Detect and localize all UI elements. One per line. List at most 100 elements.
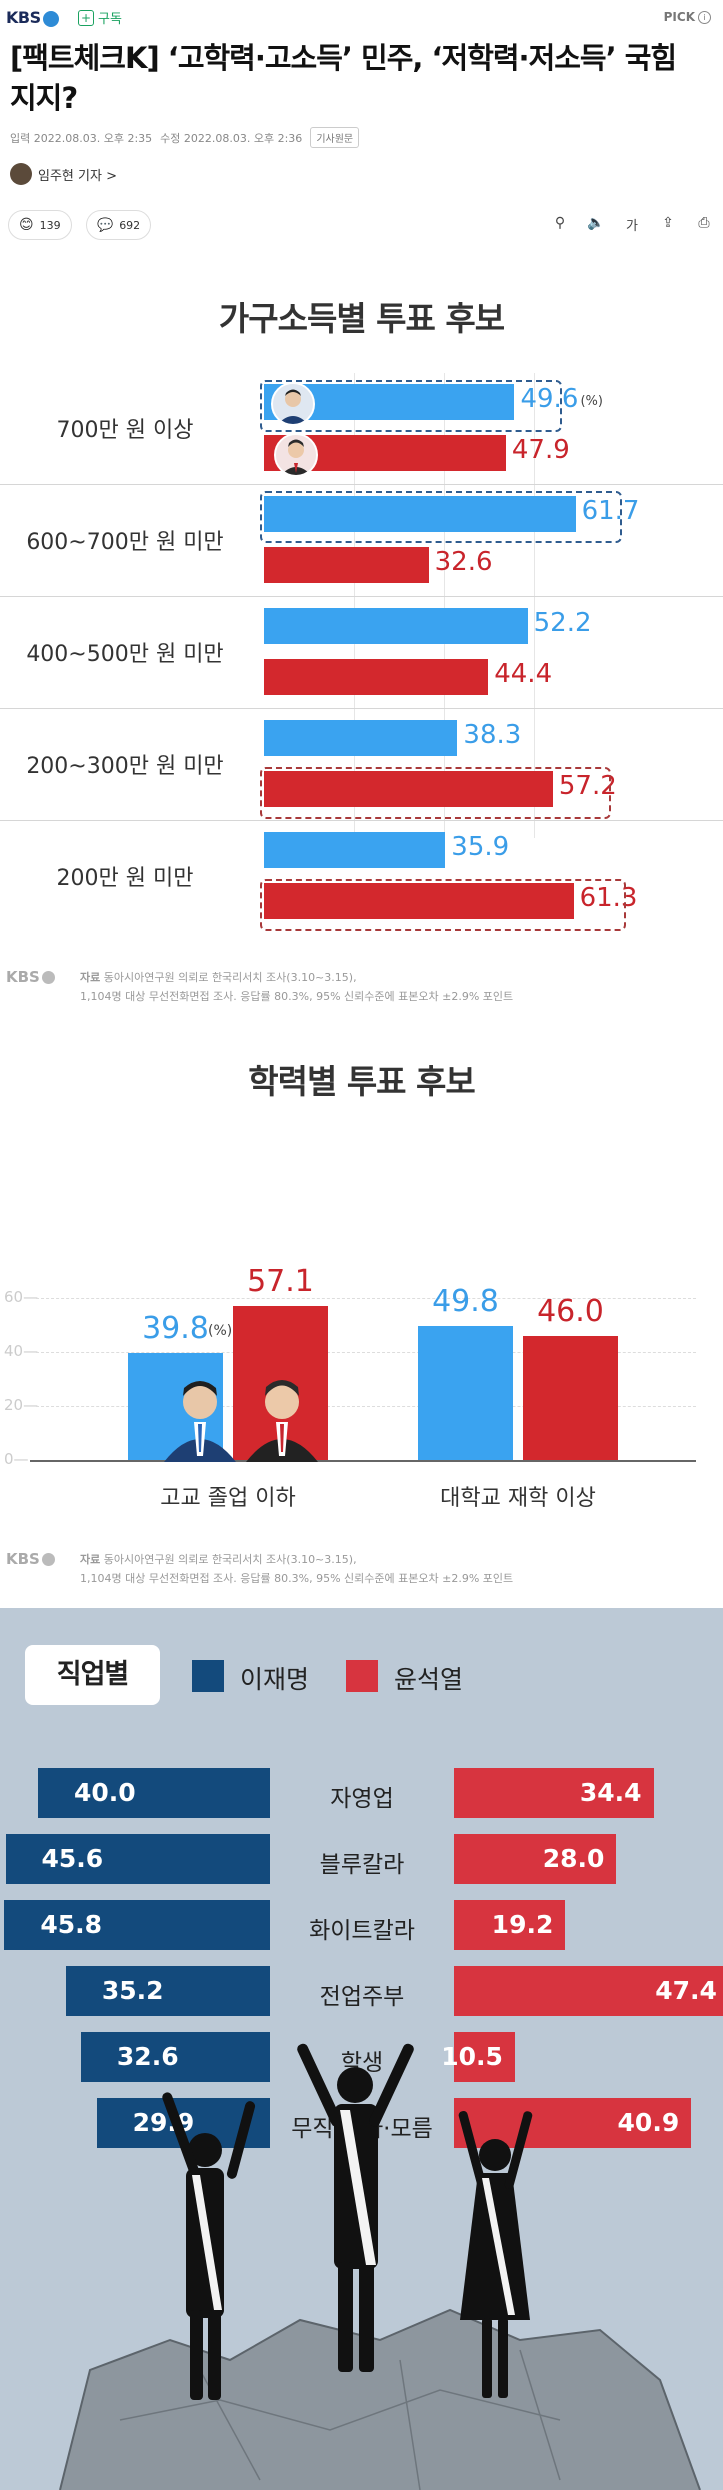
- category-label: 자영업: [330, 1786, 394, 1812]
- bar-yoon: [454, 2032, 515, 2082]
- candidate-lee-photo: [160, 1372, 240, 1462]
- row-divider: [0, 708, 723, 709]
- speaker-icon[interactable]: 🔈: [587, 215, 605, 231]
- reaction-emoji-icon: 😊: [19, 217, 34, 233]
- bar-yoon: [523, 1335, 618, 1460]
- value-label-yoon: 34.4: [579, 1778, 642, 1807]
- bar-lee: [65, 1966, 270, 2016]
- y-tick-label: 40—: [4, 1342, 39, 1360]
- category-label: 700만 원 이상: [56, 418, 194, 443]
- candidate-yoon-photo: [274, 433, 318, 477]
- bar-lee: [4, 1900, 270, 1950]
- kbs-logo[interactable]: KBS: [6, 8, 59, 27]
- bar-lee: [264, 832, 446, 868]
- bar-yoon: [454, 1966, 723, 2016]
- category-label: 대학교 재학 이상: [440, 1486, 596, 1511]
- reporter-link[interactable]: 임주현 기자 >: [10, 163, 117, 185]
- legend-label-lee: 이재명: [240, 1665, 310, 1694]
- value-label-yoon: 28.0: [542, 1844, 605, 1873]
- row-divider: [0, 596, 723, 597]
- kbs-logo-dot-icon: [42, 10, 59, 27]
- value-label-yoon: 10.5: [441, 2042, 503, 2071]
- bar-yoon: [454, 1834, 617, 1884]
- value-label-yoon: 57.1: [247, 1263, 314, 1299]
- value-label-lee: 61.7: [581, 496, 640, 526]
- grid-line: [36, 1406, 696, 1407]
- candidate-lee-photo: [271, 382, 315, 426]
- row-divider: [0, 820, 723, 821]
- category-label: 200~300만 원 미만: [26, 754, 224, 779]
- share-icon[interactable]: ⇪: [662, 215, 674, 231]
- income-chart-source: 자료 동아시아연구원 의뢰로 한국리서치 조사(3.10~3.15), 1,10…: [80, 968, 513, 1006]
- unit-label: (%): [580, 394, 603, 409]
- value-label-lee: 40.0: [74, 1778, 136, 1807]
- candidate-yoon-photo: [242, 1372, 322, 1462]
- value-label-lee: 35.2: [101, 1976, 164, 2005]
- comment-button[interactable]: 💬 692: [86, 210, 152, 240]
- original-article-link[interactable]: 기사원문: [310, 127, 360, 148]
- y-tick-label: 20—: [4, 1396, 39, 1414]
- value-label-yoon: 32.6: [434, 547, 493, 577]
- bar-lee: [264, 496, 576, 532]
- source-label: 자료: [80, 971, 101, 984]
- value-label-yoon: 40.9: [617, 2108, 680, 2137]
- bar-lee: [418, 1325, 513, 1460]
- bar-lee: [38, 1768, 270, 1818]
- reaction-button[interactable]: 😊 139: [8, 210, 72, 240]
- summary-bot-icon[interactable]: ⚲: [554, 215, 566, 231]
- category-label: 200만 원 미만: [56, 866, 194, 891]
- legend-label-yoon: 윤석열: [394, 1665, 464, 1694]
- avatar: [10, 163, 32, 185]
- bar-lee: [264, 608, 528, 644]
- bar-yoon: [264, 659, 489, 695]
- value-label-lee: 49.6: [520, 384, 579, 414]
- grid-line: [354, 373, 355, 838]
- bar-yoon: [264, 771, 553, 807]
- value-label-yoon: 57.2: [558, 771, 617, 801]
- category-label: 전업주부: [319, 1984, 405, 2010]
- bar-yoon: [264, 883, 574, 919]
- grid-line: [534, 373, 535, 838]
- bar-lee: [80, 2032, 270, 2082]
- value-label-lee: 38.3: [463, 720, 522, 750]
- bar-lee: [5, 1834, 270, 1884]
- value-label-yoon: 19.2: [491, 1910, 554, 1939]
- category-label: 화이트칼라: [309, 1918, 415, 1944]
- value-label-lee: 39.8: [142, 1310, 209, 1346]
- value-label-yoon: 47.9: [511, 435, 570, 465]
- grid-line: [444, 373, 445, 838]
- value-label-yoon: 46.0: [537, 1293, 604, 1329]
- education-chart-title: 학력별 투표 후보: [248, 1062, 476, 1101]
- bar-lee: [264, 720, 458, 756]
- bar-yoon: [454, 1900, 566, 1950]
- highlight-box: [260, 491, 622, 543]
- source-line: 1,104명 대상 무선전화면접 조사. 응답률 80.3%, 95% 신뢰수준…: [80, 1572, 514, 1585]
- input-time: 입력 2022.08.03. 오후 2:35: [10, 131, 153, 145]
- grid-line: [36, 1352, 696, 1353]
- info-icon[interactable]: i: [698, 10, 711, 24]
- income-chart-title: 가구소득별 투표 후보: [218, 299, 505, 338]
- value-label-lee: 35.9: [451, 832, 510, 862]
- article-headline: [팩트체크K] ‘고학력·고소득’ 민주, ‘저학력·저소득’ 국힘 지지?: [10, 41, 677, 115]
- print-icon[interactable]: ⎙: [698, 215, 710, 231]
- y-tick-label: 0—: [4, 1450, 29, 1468]
- bar-yoon: [454, 1768, 654, 1818]
- subscribe-button[interactable]: + 구독: [78, 8, 122, 27]
- source-line: 1,104명 대상 무선전화면접 조사. 응답률 80.3%, 95% 신뢰수준…: [80, 990, 514, 1003]
- pick-label[interactable]: PICK i: [664, 10, 711, 24]
- category-label: 600~700만 원 미만: [26, 530, 224, 555]
- category-label: 400~500만 원 미만: [26, 642, 224, 667]
- occupation-chart-title: 직업별: [25, 1645, 160, 1705]
- comment-icon: 💬: [97, 217, 114, 233]
- legend-swatch-yoon: [346, 1660, 378, 1692]
- reporter-name: 임주현 기자 >: [38, 168, 117, 184]
- value-label-lee: 49.8: [432, 1283, 499, 1319]
- value-label-lee: 32.6: [116, 2042, 179, 2071]
- value-label-lee: 52.2: [533, 608, 592, 638]
- value-label-yoon: 44.4: [494, 659, 553, 689]
- source-label: 자료: [80, 1553, 101, 1566]
- value-label-lee: 45.8: [40, 1910, 103, 1939]
- highlight-box: [260, 879, 626, 931]
- font-size-button[interactable]: 가: [626, 219, 638, 234]
- highlight-box: [260, 380, 562, 432]
